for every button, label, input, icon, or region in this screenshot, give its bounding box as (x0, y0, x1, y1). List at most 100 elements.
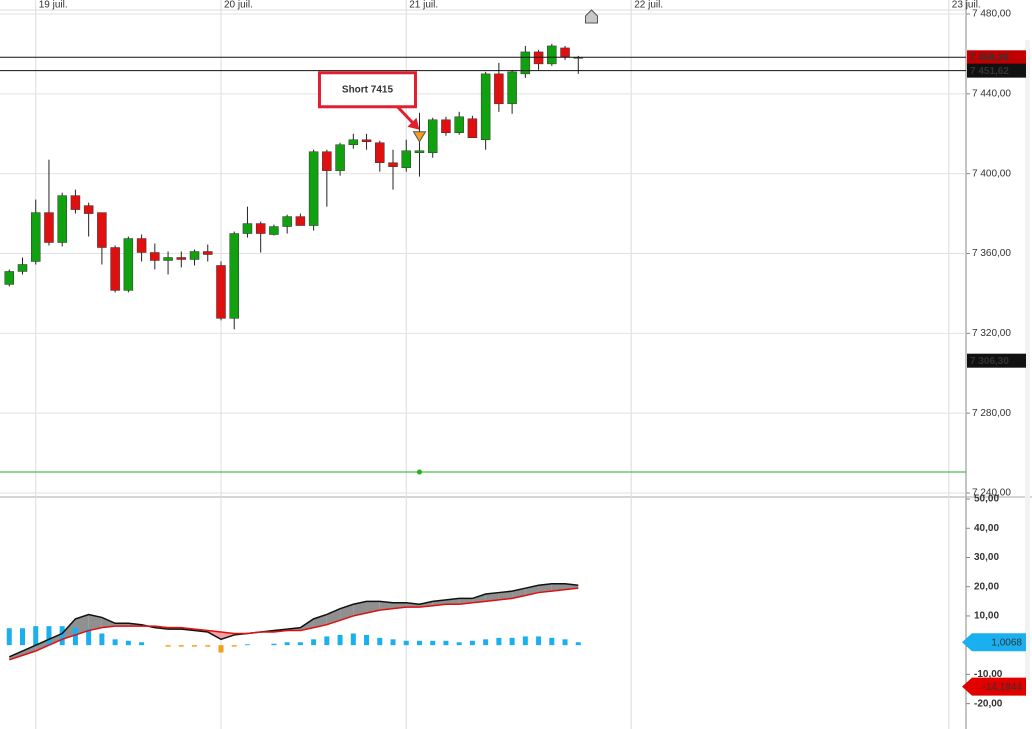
candle-body (520, 51, 531, 75)
histogram-bar (244, 644, 250, 646)
y-tick-label: 7 480,00 (972, 9, 1011, 20)
x-tick-label: 22 juil. (634, 0, 663, 11)
scrollbar[interactable] (1025, 40, 1030, 680)
histogram-bar (112, 639, 118, 646)
candle-body (83, 205, 94, 214)
macd-fill (35, 639, 49, 652)
price-label-box (967, 50, 1026, 65)
histogram-bar (6, 628, 12, 646)
histogram-bar (178, 645, 184, 647)
macd-fill (22, 645, 36, 656)
histogram-bar (205, 645, 211, 647)
candle-body (242, 223, 253, 234)
y-tick-label: 30,00 (974, 552, 999, 563)
macd-fill (313, 614, 327, 628)
candle-body (335, 144, 345, 171)
candle-body (44, 212, 54, 243)
candle-body (348, 139, 359, 145)
candle-body (203, 251, 213, 255)
macd-fill (75, 614, 89, 635)
histogram-bar (311, 639, 317, 646)
histogram-bar (377, 637, 383, 646)
histogram-bar (19, 628, 25, 646)
candle-body (57, 195, 67, 243)
signal-marker (585, 9, 599, 24)
value-label: -14,1844 (983, 682, 1023, 693)
price-label-box (967, 63, 1026, 78)
macd-fill (88, 614, 102, 631)
line-anchor (416, 469, 422, 475)
candle-body (110, 247, 120, 291)
macd-fill (538, 583, 552, 593)
candle-body (17, 264, 28, 272)
histogram-bar (430, 640, 436, 646)
macd-fill (485, 592, 499, 602)
x-tick-label: 20 juil. (224, 0, 253, 11)
histogram-bar (72, 627, 78, 646)
price-label: 7 451,62 (970, 66, 1009, 77)
y-tick-label: 7 240,00 (972, 488, 1011, 499)
histogram-bar (33, 626, 39, 646)
histogram-bar (575, 642, 581, 646)
x-tick-label: 19 juil. (39, 0, 68, 11)
candle-body (560, 47, 570, 58)
histogram-bar (271, 643, 277, 646)
histogram-bar (337, 634, 343, 646)
candle-body (216, 265, 226, 319)
candle-body (123, 238, 134, 291)
y-tick-label: 20,00 (974, 581, 999, 592)
value-label-box (962, 633, 1026, 652)
y-tick-label: 10,00 (974, 611, 999, 622)
macd-fill (62, 618, 76, 640)
histogram-bar (562, 639, 568, 646)
x-tick-label: 23 juil. (952, 0, 981, 11)
value-label-box (962, 677, 1026, 696)
histogram-bar (139, 642, 145, 646)
candle-body (97, 212, 107, 248)
histogram-bar (536, 636, 542, 646)
candle-body (441, 119, 451, 133)
candle-body (507, 71, 517, 105)
histogram-bar (403, 640, 409, 646)
candle-body (30, 212, 41, 262)
value-label: 1,0068 (991, 637, 1022, 648)
histogram-bar (99, 633, 105, 646)
histogram-bar (59, 626, 65, 646)
macd-fill (101, 617, 116, 628)
candle-body (494, 73, 504, 105)
price-label-box (967, 353, 1026, 368)
macd-fill (498, 591, 513, 600)
histogram-bar (469, 640, 475, 646)
histogram-bar (86, 629, 92, 646)
y-tick-label: 7 280,00 (972, 408, 1011, 419)
histogram-bar (350, 633, 356, 646)
histogram-bar (443, 640, 449, 646)
candle-body (70, 195, 81, 210)
candle-body (375, 142, 385, 163)
y-tick-label: 7 320,00 (972, 328, 1011, 339)
histogram-bar (297, 642, 303, 646)
macd-line (9, 587, 579, 661)
macd-line (8, 583, 579, 658)
candle-body (163, 257, 173, 261)
candle-body (467, 118, 478, 138)
candle-body (229, 233, 239, 319)
candle-body (533, 51, 544, 65)
signal-marker (412, 131, 427, 143)
histogram-bar (549, 637, 555, 646)
histogram-bar (483, 639, 489, 646)
histogram-bar (416, 640, 422, 646)
candle-body (361, 139, 372, 142)
histogram-bar (456, 642, 462, 646)
annotation-text: Short 7415 (342, 84, 394, 95)
y-tick-label: 7 360,00 (972, 248, 1011, 259)
x-tick-label: 21 juil. (409, 0, 438, 11)
histogram-bar (496, 637, 502, 646)
histogram-bar (192, 645, 198, 647)
macd-fill (353, 601, 367, 616)
y-tick-label: 7 400,00 (972, 168, 1011, 179)
candle-body (136, 238, 147, 253)
macd-fill (472, 594, 486, 603)
